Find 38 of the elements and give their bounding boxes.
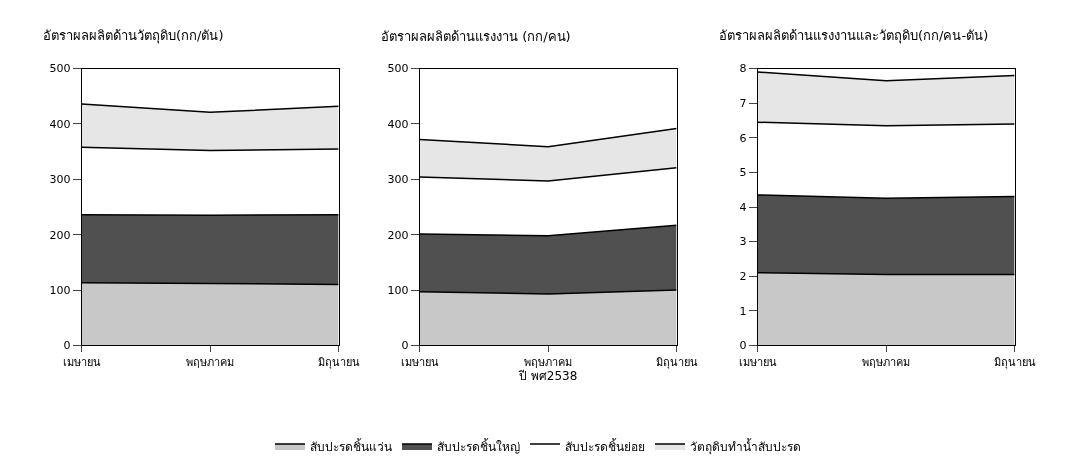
y-tick-label: 200	[387, 228, 409, 242]
x-tick-label: เมษายน	[62, 355, 101, 369]
x-tick-label: พฤษภาคม	[524, 355, 573, 369]
y-tick-label: 200	[49, 228, 71, 242]
y-tick-label: 6	[739, 131, 747, 145]
y-tick-label: 500	[387, 62, 409, 76]
y-tick-label: 8	[739, 62, 747, 76]
y-tick-label: 300	[49, 173, 71, 187]
y-tick-label: 2	[739, 270, 747, 284]
y-tick-label: 100	[49, 283, 71, 297]
x-tick-label: เมษายน	[738, 355, 777, 369]
y-tick-label: 7	[739, 97, 747, 111]
legend-label: วัตถุดิบทำน้ำสับปะรด	[690, 437, 801, 455]
y-tick-label: 400	[49, 117, 71, 131]
y-tick-label: 5	[739, 166, 747, 180]
legend-label: สับปะรดชิ้นแว่น	[310, 437, 392, 454]
x-tick-label: พฤษภาคม	[186, 355, 235, 369]
chart-title: อัตราผลผลิตด้านแรงงาน (กก/คน)	[381, 29, 571, 44]
y-tick-label: 500	[49, 62, 71, 76]
y-tick-label: 1	[739, 304, 747, 318]
y-tick-label: 4	[739, 200, 747, 214]
y-tick-label: 0	[401, 339, 409, 353]
y-tick-label: 0	[739, 339, 747, 353]
x-tick-label: มิถุนายน	[317, 355, 360, 369]
chart-title: อัตราผลผลิตด้านแรงงานและวัตถุดิบ(กก/คน-ตัน)	[719, 28, 989, 44]
x-tick-label: มิถุนายน	[655, 355, 698, 369]
x-tick-label: มิถุนายน	[993, 355, 1036, 369]
y-tick-label: 400	[387, 117, 409, 131]
x-axis-title: ปี พศ2538	[517, 369, 578, 384]
chart-title: อัตราผลผลิตด้านวัตถุดิบ(กก/ตัน)	[43, 28, 224, 44]
x-tick-label: พฤษภาคม	[862, 355, 911, 369]
legend-label: สับปะรดชิ้นย่อย	[565, 437, 645, 454]
y-tick-label: 300	[387, 173, 409, 187]
x-tick-label: เมษายน	[400, 355, 439, 369]
y-tick-label: 3	[739, 235, 747, 249]
y-tick-label: 0	[63, 339, 71, 353]
legend-label: สับปะรดชิ้นใหญ่	[437, 437, 520, 454]
y-tick-label: 100	[387, 283, 409, 297]
